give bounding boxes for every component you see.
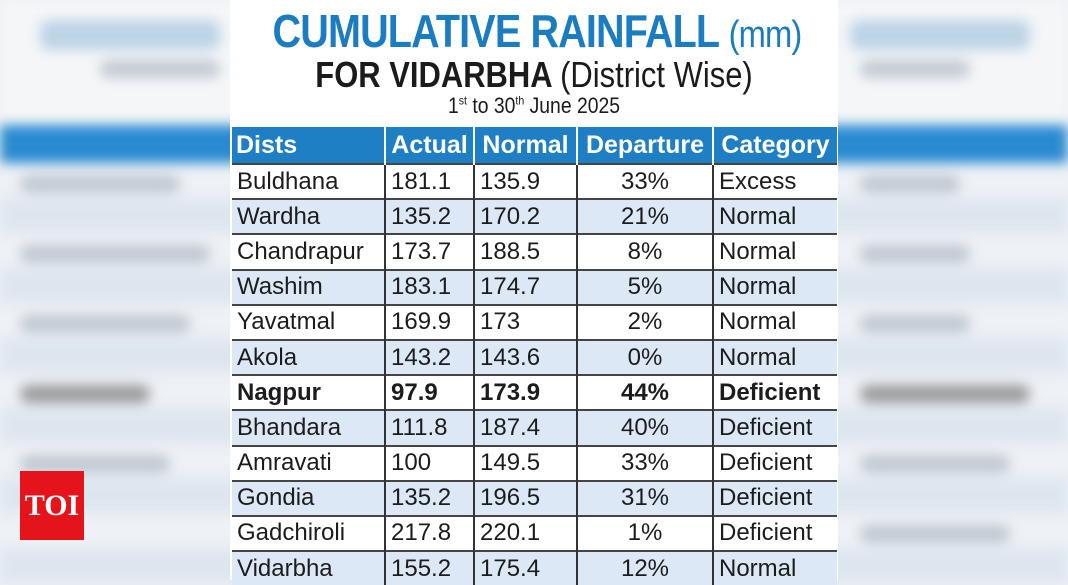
cell-normal: 173 bbox=[473, 303, 577, 340]
cell-departure: 0% bbox=[576, 338, 713, 376]
table-row: Vidarbha 155.2 175.4 12% Normal bbox=[232, 550, 837, 585]
cell-normal: 174.7 bbox=[473, 268, 577, 305]
cell-category: Deficient bbox=[712, 514, 837, 552]
cell-normal: 149.5 bbox=[473, 444, 577, 481]
subtitle-text: FOR VIDARBHA bbox=[315, 54, 552, 95]
table-row: Wardha 135.2 170.2 21% Normal bbox=[232, 198, 837, 235]
cell-dists: Bhandara bbox=[232, 409, 385, 446]
cell-departure: 21% bbox=[576, 198, 713, 235]
title-unit: (mm) bbox=[728, 14, 803, 56]
cell-category: Deficient bbox=[712, 409, 837, 446]
cell-dists: Buldhana bbox=[232, 162, 385, 200]
cell-category: Normal bbox=[712, 268, 837, 305]
cell-actual: 183.1 bbox=[384, 268, 474, 305]
cell-actual: 217.8 bbox=[384, 514, 474, 552]
table-row: Yavatmal 169.9 173 2% Normal bbox=[232, 303, 837, 340]
cell-normal: 143.6 bbox=[473, 338, 577, 376]
cell-dists: Akola bbox=[232, 338, 385, 376]
toi-logo: TOI bbox=[20, 471, 84, 540]
cell-actual: 111.8 bbox=[384, 409, 474, 446]
table-row: Gondia 135.2 196.5 31% Deficient bbox=[232, 479, 837, 516]
cell-dists: Yavatmal bbox=[232, 303, 385, 340]
column-header-normal: Normal bbox=[473, 127, 577, 164]
table-row: Chandrapur 173.7 188.5 8% Normal bbox=[232, 233, 837, 270]
cell-departure: 40% bbox=[576, 409, 713, 446]
cell-actual: 135.2 bbox=[384, 479, 474, 516]
cell-category: Normal bbox=[712, 233, 837, 270]
cell-departure: 1% bbox=[576, 514, 713, 552]
cell-dists: Nagpur bbox=[232, 374, 385, 411]
cell-actual: 97.9 bbox=[384, 374, 474, 411]
cell-dists: Vidarbha bbox=[232, 550, 385, 585]
cell-departure: 44% bbox=[576, 374, 713, 411]
date-end-suffix: th bbox=[515, 93, 525, 108]
cell-category: Excess bbox=[712, 162, 837, 200]
cell-dists: Amravati bbox=[232, 444, 385, 481]
cell-dists: Washim bbox=[232, 268, 385, 305]
cell-actual: 173.7 bbox=[384, 233, 474, 270]
main-title: CUMULATIVE RAINFALL (mm) bbox=[272, 4, 803, 58]
cell-departure: 33% bbox=[576, 444, 713, 481]
cell-normal: 135.9 bbox=[473, 162, 577, 200]
date-start: 1 bbox=[447, 93, 459, 118]
cell-normal: 173.9 bbox=[473, 374, 577, 411]
cell-departure: 2% bbox=[576, 303, 713, 340]
rainfall-infographic: CUMULATIVE RAINFALL (mm) FOR VIDARBHA (D… bbox=[230, 0, 838, 585]
cell-actual: 143.2 bbox=[384, 338, 474, 376]
cell-category: Deficient bbox=[712, 479, 837, 516]
column-header-category: Category bbox=[712, 127, 837, 164]
logo-text: TOI bbox=[24, 488, 80, 522]
cell-departure: 12% bbox=[576, 550, 713, 585]
cell-departure: 8% bbox=[576, 233, 713, 270]
cell-normal: 175.4 bbox=[473, 550, 577, 585]
cell-actual: 181.1 bbox=[384, 162, 474, 200]
cell-dists: Wardha bbox=[232, 198, 385, 235]
cell-normal: 170.2 bbox=[473, 198, 577, 235]
cell-dists: Gadchiroli bbox=[232, 514, 385, 552]
table-row: Buldhana 181.1 135.9 33% Excess bbox=[232, 162, 837, 200]
cell-category: Normal bbox=[712, 303, 837, 340]
column-header-departure: Departure bbox=[576, 127, 713, 164]
cell-actual: 155.2 bbox=[384, 550, 474, 585]
cell-category: Deficient bbox=[712, 444, 837, 481]
table-header: Dists Actual Normal Departure Category bbox=[232, 127, 837, 164]
cell-actual: 135.2 bbox=[384, 198, 474, 235]
table-row: Gadchiroli 217.8 220.1 1% Deficient bbox=[232, 514, 837, 552]
table-row: Bhandara 111.8 187.4 40% Deficient bbox=[232, 409, 837, 446]
cell-dists: Chandrapur bbox=[232, 233, 385, 270]
cell-departure: 31% bbox=[576, 479, 713, 516]
date-range: 1st to 30th June 2025 bbox=[266, 93, 801, 119]
column-header-actual: Actual bbox=[384, 127, 474, 164]
title-text: CUMULATIVE RAINFALL bbox=[272, 5, 720, 57]
column-header-dists: Dists bbox=[232, 127, 385, 164]
rainfall-table: Dists Actual Normal Departure Category Buldh… bbox=[232, 127, 837, 585]
cell-category: Normal bbox=[712, 338, 837, 376]
table-row: Washim 183.1 174.7 5% Normal bbox=[232, 268, 837, 305]
table-row: Amravati 100 149.5 33% Deficient bbox=[232, 444, 837, 481]
table-row: Akola 143.2 143.6 0% Normal bbox=[232, 338, 837, 376]
cell-normal: 188.5 bbox=[473, 233, 577, 270]
subtitle-qualifier: (District Wise) bbox=[560, 54, 753, 95]
table-row: Nagpur 97.9 173.9 44% Deficient bbox=[232, 374, 837, 411]
cell-category: Deficient bbox=[712, 374, 837, 411]
date-mid: to 30 bbox=[466, 93, 516, 118]
cell-normal: 196.5 bbox=[473, 479, 577, 516]
cell-departure: 5% bbox=[576, 268, 713, 305]
date-start-suffix: st bbox=[458, 93, 467, 108]
cell-normal: 220.1 bbox=[473, 514, 577, 552]
cell-actual: 100 bbox=[384, 444, 474, 481]
cell-normal: 187.4 bbox=[473, 409, 577, 446]
cell-category: Normal bbox=[712, 198, 837, 235]
date-rest: June 2025 bbox=[524, 93, 621, 118]
subtitle: FOR VIDARBHA (District Wise) bbox=[273, 54, 796, 96]
cell-category: Normal bbox=[712, 550, 837, 585]
cell-departure: 33% bbox=[576, 162, 713, 200]
cell-dists: Gondia bbox=[232, 479, 385, 516]
cell-actual: 169.9 bbox=[384, 303, 474, 340]
